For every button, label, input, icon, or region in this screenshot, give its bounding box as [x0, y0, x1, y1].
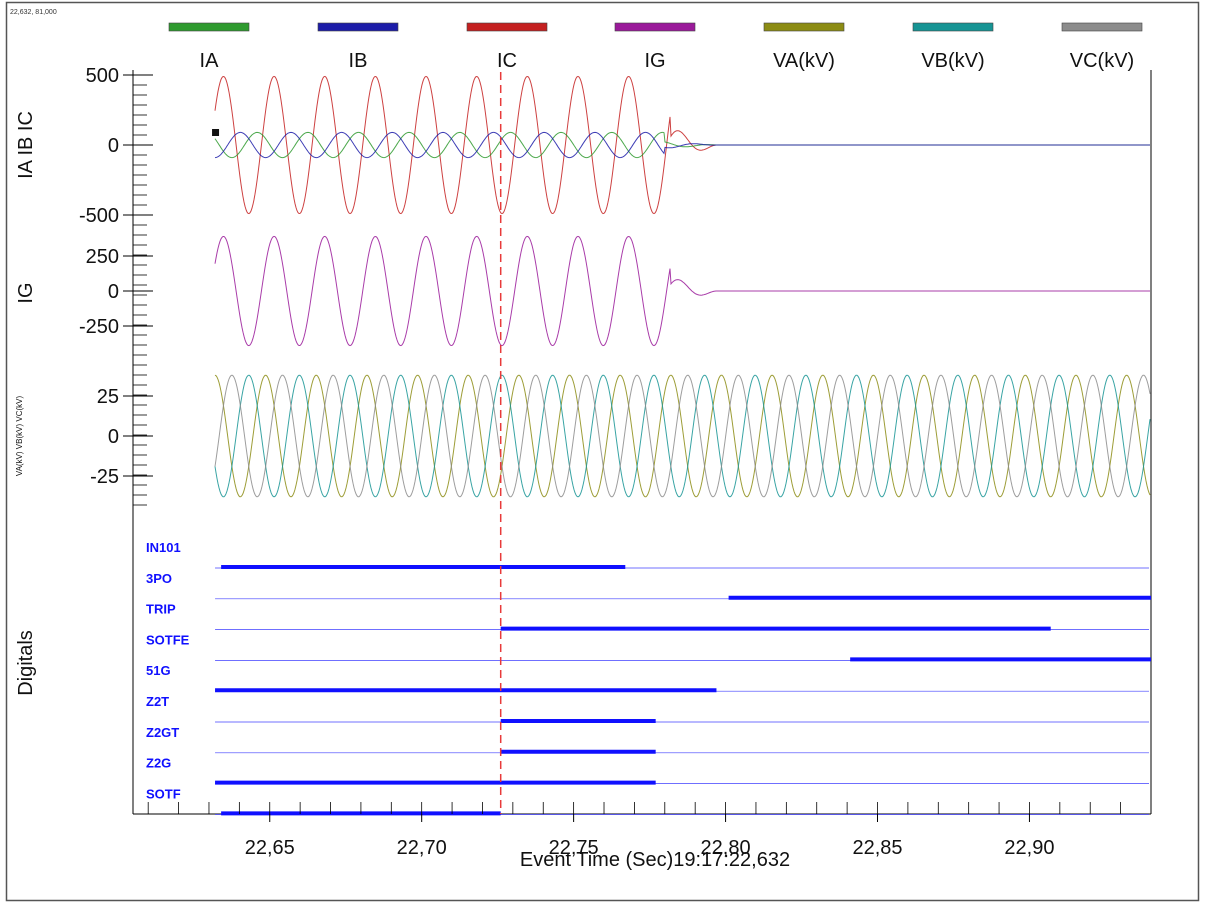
series-line-vb-kv: [214, 374, 1151, 498]
y-tick-label: 0: [108, 281, 119, 303]
x-tick-label: 22,70: [397, 837, 447, 859]
y-tick-label: -250: [79, 316, 119, 338]
legend-swatch-vc-kv: [1061, 22, 1143, 32]
y-tick-label: -500: [79, 205, 119, 227]
legend-swatch-ib: [317, 22, 399, 32]
legend-swatch-ig: [614, 22, 696, 32]
legend-label-ia: IA: [200, 50, 220, 72]
series-line-ig: [214, 235, 1150, 347]
legend: IA IB IC IG VA(kV) VB(kV) VC(kV): [168, 22, 1143, 72]
y-tick-label: 500: [86, 65, 119, 87]
x-tick-label: 22,75: [549, 837, 599, 859]
x-axis: 22,65 22,70 22,75 22,80 22,85 22,90 Event Time…: [147, 802, 1152, 871]
legend-swatch-ia: [168, 22, 250, 32]
y-tick-label: 250: [86, 246, 119, 268]
digital-label-z2gt: Z2GT: [146, 725, 179, 740]
series-line-ib: [214, 131, 1150, 159]
digital-label-51g: 51G: [146, 663, 171, 678]
legend-label-vb-kv: VB(kV): [921, 50, 984, 72]
y-tick-label: 0: [108, 426, 119, 448]
digital-label-sotf: SOTF: [146, 786, 181, 801]
y-tick-label: 0: [108, 135, 119, 157]
legend-label-va-kv: VA(kV): [773, 50, 835, 72]
x-axis-label: Event Time (Sec)19:17:22,632: [520, 849, 790, 871]
legend-label-ig: IG: [644, 50, 665, 72]
legend-label-ic: IC: [497, 50, 517, 72]
outer-border: [5, 1, 1200, 902]
start-marker[interactable]: [212, 129, 220, 136]
legend-label-ib: IB: [349, 50, 368, 72]
digital-label-z2g: Z2G: [146, 756, 171, 771]
digital-channels: Digitals IN101 3PO TRIP SOTFE 51G Z2T Z2GT Z2G SO…: [15, 540, 1151, 816]
x-tick-label: 22,85: [852, 837, 902, 859]
x-tick-label: 22,90: [1004, 837, 1054, 859]
digital-label-3po: 3PO: [146, 571, 172, 586]
digital-label-sotfe: SOTFE: [146, 632, 190, 647]
panel-ylabel: IG: [15, 282, 37, 303]
series-line-vc-kv: [214, 374, 1151, 498]
digitals-ylabel: Digitals: [15, 630, 37, 696]
cursor-readout: 22,632, 81,000: [10, 9, 57, 16]
legend-swatch-ic: [466, 22, 548, 32]
x-tick-label: 22,80: [701, 837, 751, 859]
legend-swatch-va-kv: [763, 22, 845, 32]
legend-swatch-vb-kv: [912, 22, 994, 32]
panel-ylabel: VA(kV) VB(kV) VC(kV): [15, 396, 24, 477]
digital-label-in101: IN101: [146, 540, 181, 555]
series-line-va-kv: [214, 374, 1151, 498]
digital-label-trip: TRIP: [146, 602, 176, 617]
digital-label-z2t: Z2T: [146, 694, 169, 709]
panel-ylabel: IA IB IC: [15, 111, 37, 179]
y-tick-label: -25: [90, 466, 119, 488]
y-tick-label: 25: [97, 386, 119, 408]
x-tick-label: 22,65: [245, 837, 295, 859]
legend-label-vc-kv: VC(kV): [1070, 50, 1134, 72]
plot-area: [212, 75, 1151, 498]
